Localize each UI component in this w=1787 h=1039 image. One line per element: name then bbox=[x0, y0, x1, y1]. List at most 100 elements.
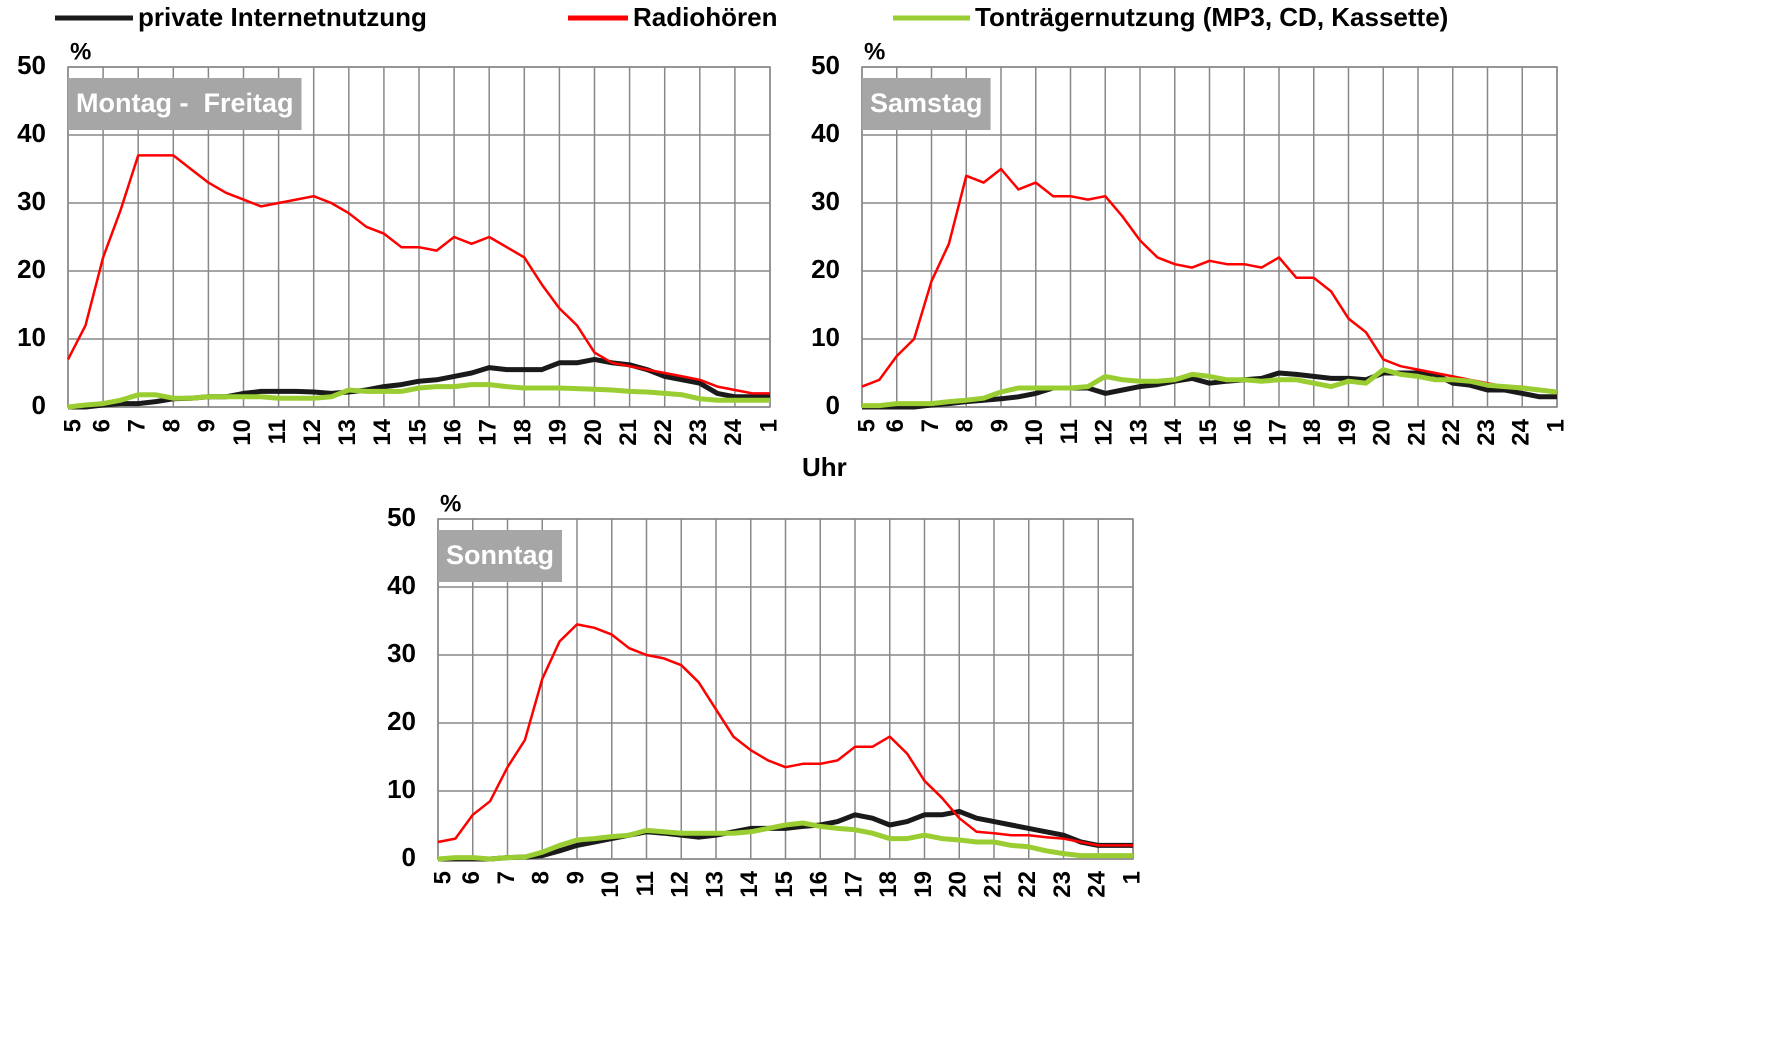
y-tick-label: 50 bbox=[811, 50, 840, 80]
x-tick-label: 6 bbox=[88, 419, 115, 432]
x-tick-label: 17 bbox=[1264, 419, 1291, 446]
x-tick-label: 10 bbox=[1021, 419, 1048, 446]
series-line bbox=[862, 367, 1558, 409]
y-tick-label: 20 bbox=[387, 706, 416, 736]
x-tick-label: 14 bbox=[1160, 418, 1187, 445]
x-tick-label: 22 bbox=[650, 419, 677, 446]
legend-label: private Internetnutzung bbox=[138, 2, 427, 32]
x-tick-label: 18 bbox=[875, 871, 902, 898]
x-tick-label: 17 bbox=[475, 419, 502, 446]
y-axis-label: % bbox=[864, 38, 885, 65]
x-tick-label: 9 bbox=[194, 419, 221, 432]
series-line bbox=[66, 154, 770, 395]
x-tick-label: 24 bbox=[720, 418, 747, 445]
x-tick-label: 24 bbox=[1508, 418, 1535, 445]
y-tick-label: 30 bbox=[387, 638, 416, 668]
x-tick-label: 22 bbox=[1014, 871, 1041, 898]
x-tick-label: 7 bbox=[917, 419, 944, 432]
x-tick-label: 12 bbox=[299, 419, 326, 446]
y-tick-label: 40 bbox=[811, 118, 840, 148]
x-tick-label: 18 bbox=[1299, 419, 1326, 446]
x-tick-label: 11 bbox=[1056, 419, 1083, 444]
series-line bbox=[438, 808, 1133, 862]
legend-label: Tonträgernutzung (MP3, CD, Kassette) bbox=[975, 2, 1448, 32]
y-tick-label: 30 bbox=[811, 186, 840, 216]
x-tick-label: 1 bbox=[1542, 419, 1569, 432]
y-tick-label: 40 bbox=[387, 570, 416, 600]
x-tick-label: 21 bbox=[615, 419, 642, 446]
x-tick-label: 19 bbox=[1334, 419, 1361, 446]
x-tick-label: 17 bbox=[840, 871, 867, 898]
y-tick-label: 0 bbox=[826, 390, 840, 420]
x-tick-label: 19 bbox=[545, 419, 572, 446]
y-tick-label: 30 bbox=[17, 186, 46, 216]
x-tick-label: 18 bbox=[510, 419, 537, 446]
x-tick-label: 5 bbox=[59, 419, 86, 432]
y-tick-label: 40 bbox=[17, 118, 46, 148]
y-tick-label: 10 bbox=[811, 322, 840, 352]
x-tick-label: 10 bbox=[229, 419, 256, 446]
x-tick-label: 8 bbox=[159, 419, 186, 432]
x-axis-label: Uhr bbox=[802, 452, 847, 482]
y-tick-label: 20 bbox=[811, 254, 840, 284]
panel-title: Sonntag bbox=[446, 540, 554, 570]
x-tick-label: 13 bbox=[701, 871, 728, 898]
x-tick-label: 5 bbox=[853, 419, 880, 432]
y-tick-label: 20 bbox=[17, 254, 46, 284]
x-tick-label: 1 bbox=[1118, 871, 1145, 884]
x-tick-label: 7 bbox=[124, 419, 151, 432]
x-tick-label: 13 bbox=[1125, 419, 1152, 446]
x-tick-label: 13 bbox=[334, 419, 361, 446]
x-tick-label: 24 bbox=[1084, 870, 1111, 897]
x-tick-label: 20 bbox=[945, 871, 972, 898]
x-tick-label: 16 bbox=[1230, 419, 1257, 446]
x-tick-label: 6 bbox=[458, 871, 485, 884]
y-tick-label: 50 bbox=[387, 502, 416, 532]
panel-title: Samstag bbox=[870, 88, 983, 118]
x-tick-label: 14 bbox=[369, 418, 396, 445]
x-tick-label: 7 bbox=[493, 871, 520, 884]
x-tick-label: 6 bbox=[882, 419, 909, 432]
series-line bbox=[67, 382, 770, 410]
x-tick-label: 20 bbox=[580, 419, 607, 446]
y-tick-label: 0 bbox=[32, 390, 46, 420]
x-tick-label: 9 bbox=[562, 871, 589, 884]
x-tick-label: 11 bbox=[632, 871, 659, 896]
x-tick-label: 1 bbox=[755, 419, 782, 432]
x-tick-label: 5 bbox=[429, 871, 456, 884]
y-tick-label: 10 bbox=[387, 774, 416, 804]
x-tick-label: 23 bbox=[1473, 419, 1500, 446]
x-tick-label: 10 bbox=[597, 871, 624, 898]
x-tick-label: 16 bbox=[439, 419, 466, 446]
y-tick-label: 50 bbox=[17, 50, 46, 80]
x-tick-label: 22 bbox=[1438, 419, 1465, 446]
x-tick-label: 15 bbox=[404, 419, 431, 446]
x-tick-label: 21 bbox=[979, 871, 1006, 898]
y-tick-label: 10 bbox=[17, 322, 46, 352]
y-tick-label: 0 bbox=[402, 842, 416, 872]
series-line bbox=[437, 820, 1133, 862]
x-tick-label: 19 bbox=[910, 871, 937, 898]
x-tick-label: 15 bbox=[771, 871, 798, 898]
y-axis-label: % bbox=[70, 38, 91, 65]
x-tick-label: 23 bbox=[1049, 871, 1076, 898]
panel-title-box bbox=[438, 530, 562, 582]
panel-title-box bbox=[862, 78, 991, 130]
legend-label: Radiohören bbox=[633, 2, 777, 32]
x-tick-label: 16 bbox=[806, 871, 833, 898]
x-tick-label: 12 bbox=[667, 871, 694, 898]
x-tick-label: 14 bbox=[736, 870, 763, 897]
series-line bbox=[861, 167, 1558, 395]
x-tick-label: 20 bbox=[1369, 419, 1396, 446]
series-line bbox=[437, 623, 1133, 847]
x-tick-label: 12 bbox=[1091, 419, 1118, 446]
x-tick-label: 11 bbox=[264, 419, 291, 444]
x-tick-label: 9 bbox=[986, 419, 1013, 432]
x-tick-label: 8 bbox=[952, 419, 979, 432]
panel-title: Montag - Freitag bbox=[76, 88, 294, 118]
x-tick-label: 15 bbox=[1195, 419, 1222, 446]
y-axis-label: % bbox=[440, 490, 461, 517]
x-tick-label: 23 bbox=[685, 419, 712, 446]
x-tick-label: 21 bbox=[1403, 419, 1430, 446]
